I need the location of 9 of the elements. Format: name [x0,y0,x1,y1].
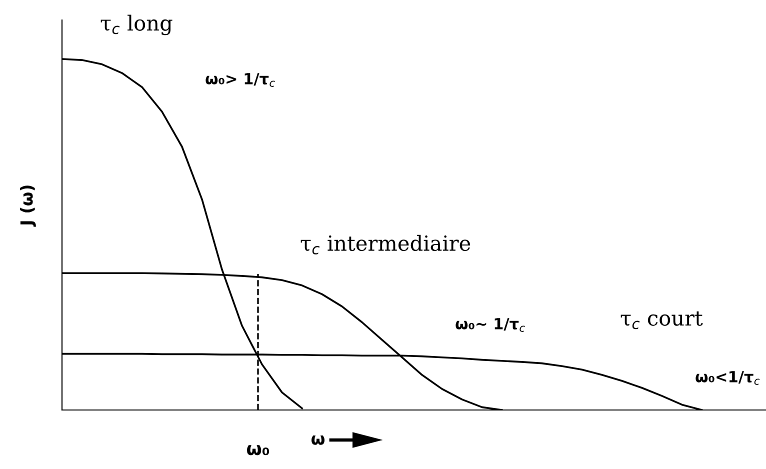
annotation: ω₀> 1/τ$_{c}$ [206,73,275,87]
annotation: ω₀<1/τ$_{c}$ [696,371,760,385]
series-label: τ$_{c}$ intermediaire [300,234,470,254]
text: ω₀ [246,445,270,456]
x-axis-title: ω [311,435,325,445]
series-label: τ$_{c}$ long [100,14,172,36]
text: τ$_{c}$ court [620,311,703,330]
y-axis-title: J (ω) [20,186,36,227]
annotation: ω₀~ 1/τ$_{c}$ [456,318,525,332]
